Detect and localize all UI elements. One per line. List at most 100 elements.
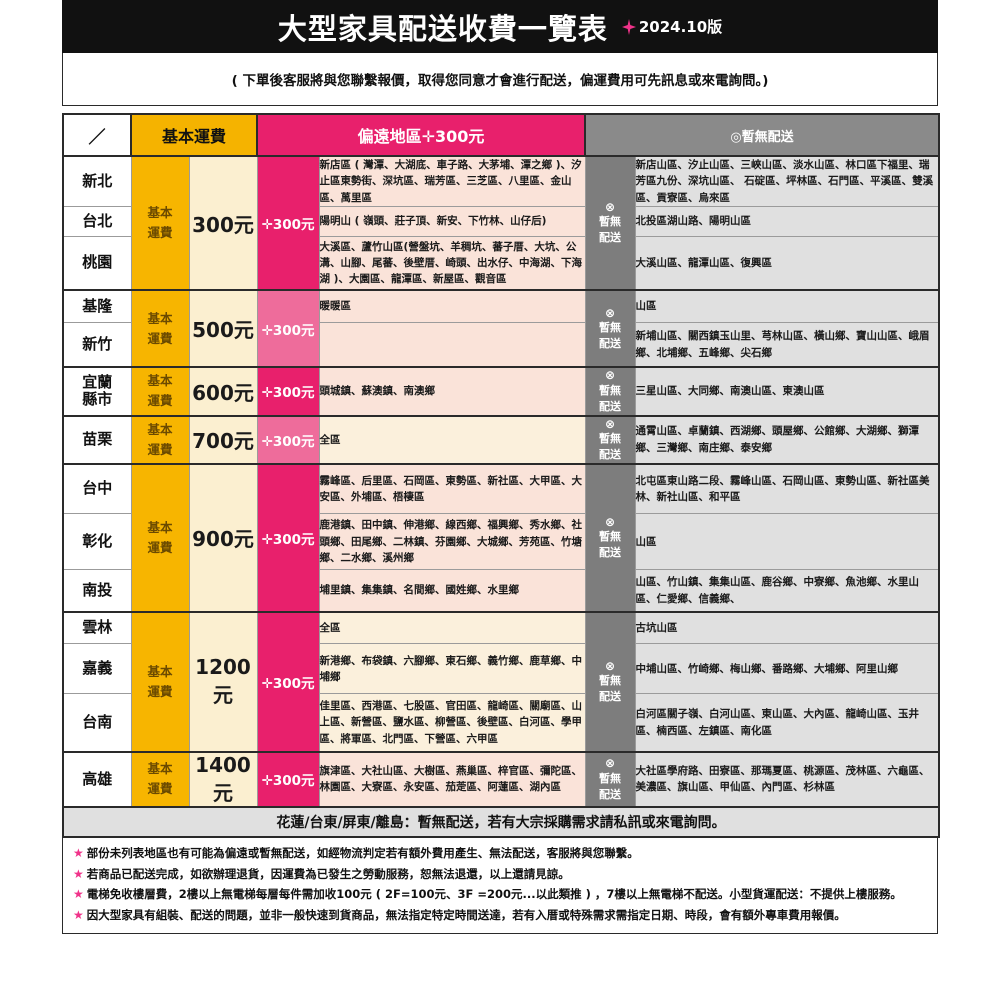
fee-table: ／ 基本運費 偏遠地區✛300元 ◎暫無配送 新北 基本 運費 300元 ✛300元 新店… [61,113,941,838]
circle-x-icon: ⊗ [604,416,616,431]
no-delivery-detail: 山區 [634,513,941,571]
base-fee-price: 600元 [188,366,258,417]
note-item: ★ 電梯免收樓層費，2樓以上無電梯每層每件需加收100元 ( 2F=100元、3F… [73,887,927,903]
base-fee-price: 1400元 [188,750,258,808]
notes-box: ★ 部份未列表地區也有可能為偏遠或暫無配送，如經物流判定若有額外費用產生、無法配送… [62,838,938,935]
base-fee-price: 500元 [188,289,258,369]
remote-area-detail: 全區 [318,610,586,645]
no-delivery-detail: 新店山區、汐止山區、三峽山區、淡水山區、林口區下福里、瑞芳區九份、深坑山區、 石… [634,154,941,207]
remote-area-detail: 全區 [318,414,586,465]
note-text: 因大型家具有組裝、配送的問題，並非一般快速到貨商品，無法指定特定時間送達，若有入… [86,907,846,922]
col-header-no-delivery: ◎暫無配送 [584,113,941,157]
no-delivery-detail: 通霄山區、卓蘭鎮、西湖鄉、頭屋鄉、公館鄉、大湖鄉、獅潭鄉、三灣鄉、南庄鄉、泰安鄉 [634,414,941,465]
remote-area-detail [318,321,586,369]
table-body: 新北 基本 運費 300元 ✛300元 新店區 ( 灣潭、大湖底、車子路、大茅埔、潭之鄉 … [61,154,941,838]
remote-surcharge: ✛300元 [256,414,320,465]
note-item: ★ 若商品已配送完成，如欲辦理退貨，因運費為已發生之勞動服務，恕無法退還，以上還請… [73,867,927,883]
region-label: 南投 [62,569,132,613]
table-row: 新竹 新埔山區、關西鎮玉山里、芎林山區、橫山鄉、寶山山區、峨眉鄉、北埔鄉、五峰鄉、… [62,321,941,369]
table-header-row: ／ 基本運費 偏遠地區✛300元 ◎暫無配送 [62,113,941,157]
remote-area-detail: 新港鄉、布袋鎮、六腳鄉、東石鄉、義竹鄉、鹿草鄉、中埔鄉 [318,643,586,695]
region-label: 宜蘭 縣市 [62,366,132,417]
no-delivery-detail: 山區 [634,289,941,323]
table-row: 新北 基本 運費 300元 ✛300元 新店區 ( 灣潭、大湖底、車子路、大茅埔、潭之鄉 … [62,154,941,292]
page-title: 大型家具配送收費一覽表 [277,11,608,46]
table-row: 台中 基本 運費 900元 ✛300元 霧峰區、后里區、石岡區、東勢區、新社區、大甲區、大… [62,462,941,613]
region-label: 新竹 [62,321,132,369]
remote-surcharge: ✛300元 [256,610,320,753]
no-delivery-detail: 新埔山區、關西鎮玉山里、芎林山區、橫山鄉、寶山山區、峨眉鄉、北埔鄉、五峰鄉、尖石… [634,321,941,369]
table-row: 嘉義 新港鄉、布袋鎮、六腳鄉、東石鄉、義竹鄉、鹿草鄉、中埔鄉 中埔山區、竹崎鄉、梅山… [62,643,941,695]
remote-surcharge: ✛300元 [256,289,320,369]
base-fee-label: 基本 運費 [130,414,190,465]
base-fee-label: 基本 運費 [130,610,190,753]
col-header-remote: 偏遠地區✛300元 [256,113,587,157]
region-label: 台中 [62,462,132,515]
note-item: ★ 部份未列表地區也有可能為偏遠或暫無配送，如經物流判定若有額外費用產生、無法配送… [73,846,927,862]
remote-area-detail: 新店區 ( 灣潭、大湖底、車子路、大茅埔、潭之鄉 )、汐止區東勢街、深坑區、瑞芳… [318,154,586,207]
no-delivery-badge: ⊗ 暫無 配送 [584,750,636,808]
table-row: 桃園 大溪區、蘆竹山區(營盤坑、羊稠坑、蕃子厝、大坑、公溝、山腳、尾蕃、後壁厝、崎… [62,235,941,292]
table-head: ／ 基本運費 偏遠地區✛300元 ◎暫無配送 [62,113,941,157]
notice-bar: ( 下單後客服將與您聯繫報價，取得您同意才會進行配送，偏運費用可先訊息或來電詢問… [62,53,938,106]
table-row: 宜蘭 縣市 基本 運費 600元 ✛300元 頭城鎮、蘇澳鎮、南澳鄉 ⊗ 暫無 配送 三星山區、大同… [62,366,941,417]
region-label: 桃園 [62,235,132,292]
region-label: 彰化 [62,513,132,571]
base-fee-price: 1200元 [188,610,258,753]
note-text: 電梯免收樓層費，2樓以上無電梯每層每件需加收100元 ( 2F=100元、3F … [86,887,902,902]
region-label: 新北 [62,154,132,207]
fee-table-wrap: ／ 基本運費 偏遠地區✛300元 ◎暫無配送 新北 基本 運費 300元 ✛300元 新店… [61,113,941,838]
base-fee-label: 基本 運費 [130,750,190,808]
remote-area-detail: 暖暖區 [318,289,586,323]
note-item: ★ 因大型家具有組裝、配送的問題，並非一般快速到貨商品，無法指定特定時間送達，若有… [73,908,927,924]
no-delivery-detail: 白河區關子嶺、白河山區、東山區、大內區、龍崎山區、玉井區、楠西區、左鎮區、南化區 [634,693,941,753]
remote-area-detail: 佳里區、西港區、七股區、官田區、龍崎區、關廟區、山上區、新營區、鹽水區、柳營區、… [318,693,586,753]
base-fee-label: 基本 運費 [130,366,190,417]
region-label: 台南 [62,693,132,753]
region-label: 嘉義 [62,643,132,695]
no-delivery-badge: ⊗ 暫無 配送 [584,366,636,417]
circle-x-icon: ⊗ [604,200,616,215]
table-row: 高雄 基本 運費 1400元 ✛300元 旗津區、大社山區、大樹區、燕巢區、梓官區、彌陀區… [62,750,941,808]
sparkle-icon [621,18,636,35]
remote-surcharge: ✛300元 [256,462,320,613]
base-fee-price: 700元 [188,414,258,465]
region-label: 苗栗 [62,414,132,465]
no-delivery-detail: 中埔山區、竹崎鄉、梅山鄉、番路鄉、大埔鄉、阿里山鄉 [634,643,941,695]
base-fee-label: 基本 運費 [130,462,190,613]
region-label: 台北 [62,205,132,237]
table-row: 基隆 基本 運費 500元 ✛300元 暖暖區 ⊗ 暫無 配送 山區 [62,289,941,369]
circle-x-icon: ⊗ [604,756,616,771]
no-delivery-detail: 大溪山區、龍潭山區、復興區 [634,235,941,292]
region-label: 基隆 [62,289,132,323]
star-icon: ★ [73,907,84,922]
no-delivery-badge: ⊗ 暫無 配送 [584,610,636,753]
circle-x-icon: ⊗ [604,368,616,383]
no-delivery-detail: 北投區湖山路、陽明山區 [634,205,941,237]
no-delivery-detail: 山區、竹山鎮、集集山區、鹿谷鄉、中寮鄉、魚池鄉、水里山區、仁愛鄉、信義鄉、 [634,569,941,613]
no-delivery-detail: 三星山區、大同鄉、南澳山區、東澳山區 [634,366,941,417]
table-row: 南投 埔里鎮、集集鎮、名間鄉、國姓鄉、水里鄉 山區、竹山鎮、集集山區、鹿谷鄉、中寮鄉… [62,569,941,613]
remote-area-detail: 埔里鎮、集集鎮、名間鄉、國姓鄉、水里鄉 [318,569,586,613]
remote-surcharge: ✛300元 [256,154,320,292]
remote-surcharge: ✛300元 [256,750,320,808]
table-row: 彰化 鹿港鎮、田中鎮、伸港鄉、線西鄉、福興鄉、秀水鄉、社頭鄉、田尾鄉、二林鎮、芬園… [62,513,941,571]
no-delivery-badge: ⊗ 暫無 配送 [584,154,636,292]
col-header-base-fee: 基本運費 [129,113,259,157]
footer-banner: 花蓮/台東/屏東/離島：暫無配送，若有大宗採購需求請私訊或來電詢問。 [61,805,941,838]
remote-area-detail: 陽明山 ( 嶺頭、莊子頂、新安、下竹林、山仔后) [318,205,586,237]
region-label: 高雄 [62,750,132,808]
version-label: 2024.10版 [638,18,723,36]
remote-surcharge: ✛300元 [256,366,320,417]
table-row: 台南 佳里區、西港區、七股區、官田區、龍崎區、關廟區、山上區、新營區、鹽水區、柳營… [62,693,941,753]
circle-x-icon: ⊗ [604,305,616,320]
table-row: 苗栗 基本 運費 700元 ✛300元 全區 ⊗ 暫無 配送 通霄山區、卓蘭鎮、西湖鄉、頭屋鄉、公… [62,414,941,465]
version-badge: 2024.10版 [621,16,723,37]
no-delivery-badge: ⊗ 暫無 配送 [584,414,636,465]
star-icon: ★ [73,866,84,881]
remote-area-detail: 頭城鎮、蘇澳鎮、南澳鄉 [318,366,586,417]
circle-x-icon: ⊗ [604,514,616,529]
col-header-region: ／ [62,113,132,157]
no-delivery-detail: 北屯區東山路二段、霧峰山區、石岡山區、東勢山區、新社區美林、新社山區、和平區 [634,462,941,515]
